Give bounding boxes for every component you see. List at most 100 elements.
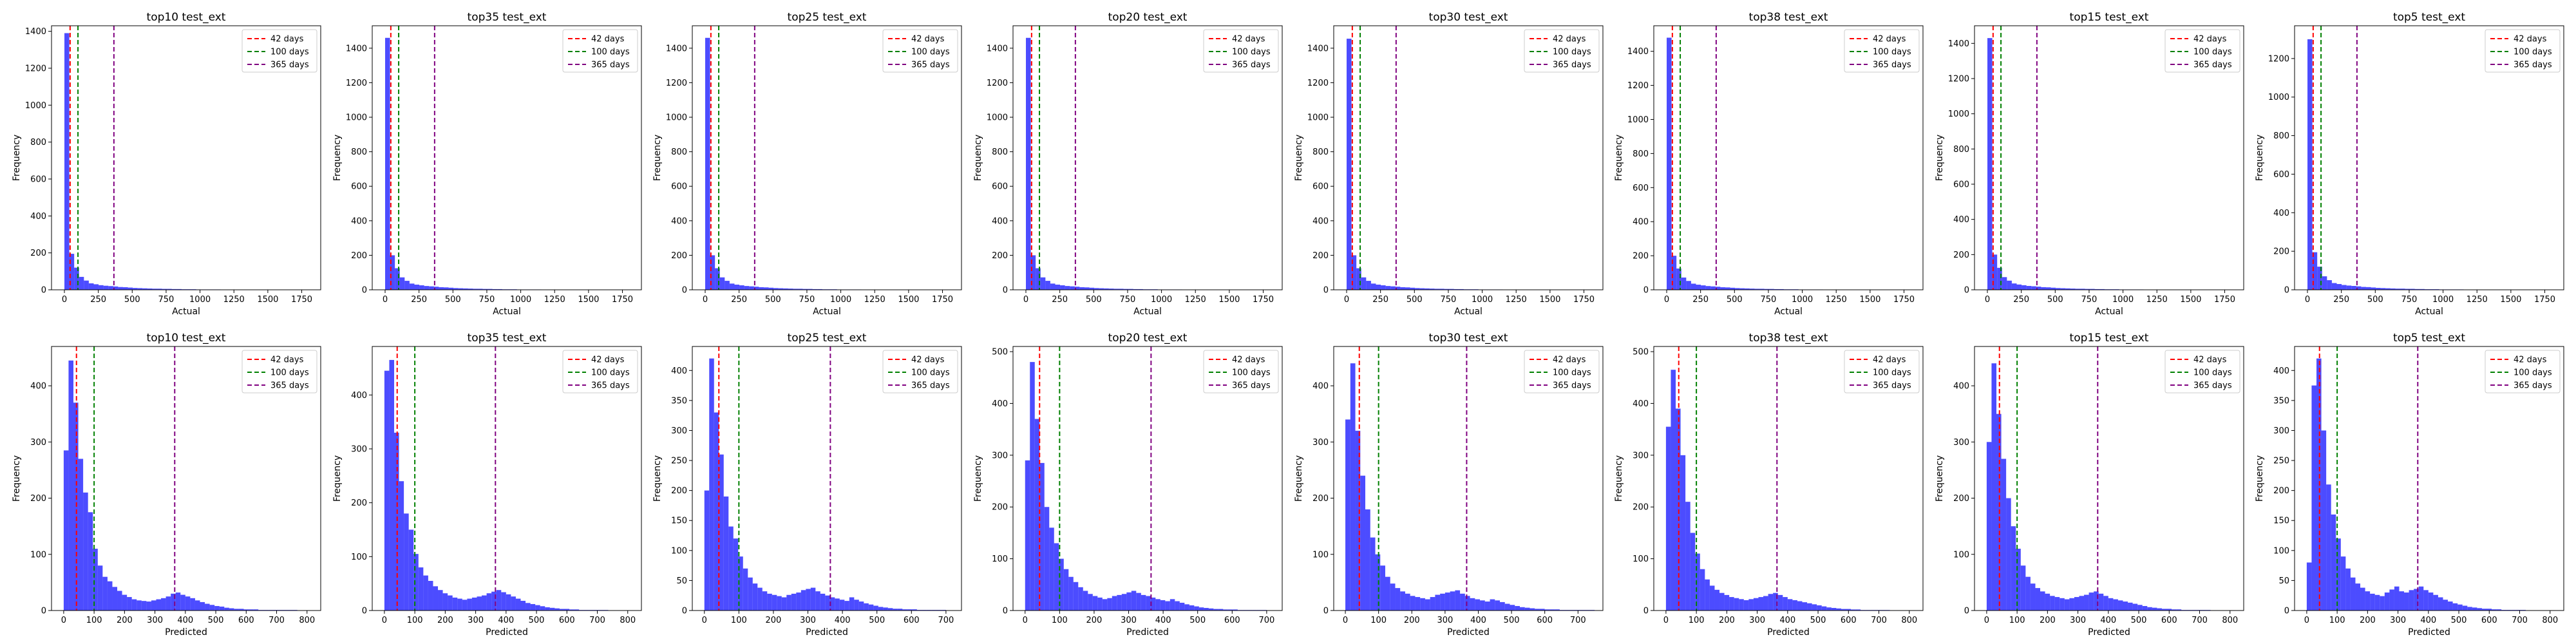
legend-label: 42 days [591,35,625,44]
histogram-bar [1758,597,1764,611]
x-tick-label: 750 [1761,295,1777,305]
y-tick-label: 300 [1312,438,1329,448]
legend-label: 42 days [591,355,625,365]
histogram-bar [2410,289,2415,290]
x-tick-label: 800 [2542,616,2558,625]
histogram-bar [2317,267,2322,290]
x-tick-label: 400 [835,616,851,625]
histogram-bar [2050,287,2056,290]
histogram-bar [1400,287,1405,290]
subplot-title: top30 test_ext [1429,11,1508,24]
x-tick-label: 200 [2040,616,2056,625]
histogram-bar [2477,608,2482,611]
histogram-bar [131,599,137,611]
histogram-bar [810,587,816,611]
histogram-bar [1434,289,1440,290]
y-tick-label: 200 [1953,251,1969,260]
y-tick-label: 0 [1964,607,1969,616]
x-tick-label: 0 [62,295,67,305]
axes-frame [372,25,642,290]
histogram-bar [2360,587,2365,611]
y-tick-label: 1400 [987,44,1008,53]
histogram-bar [438,590,443,611]
x-tick-label: 600 [2481,616,2497,625]
y-axis-label: Frequency [1294,135,1304,181]
histogram-bar [715,268,720,290]
y-tick-label: 400 [671,366,687,376]
y-tick-label: 200 [30,249,46,258]
x-tick-label: 1250 [544,295,565,305]
y-tick-label: 1400 [1627,47,1649,57]
subplot-title: top25 test_ext [788,332,867,345]
subplot-title: top10 test_ext [147,332,226,345]
histogram-bar [2423,590,2429,611]
histogram-bar [467,598,472,611]
histogram-bar [385,37,390,290]
histogram-bar [2345,568,2351,611]
histogram-bar [2075,289,2081,290]
histogram-bar [171,593,176,611]
subplot-title: top20 test_ext [1108,332,1188,345]
histogram-bar [1150,597,1156,611]
histogram-bar [2400,289,2405,290]
subplot-2: 0 250 500 750 1000 1250 1500 1750 0 200 400 600 800 1… [332,11,642,317]
subplot-13: 0 100 200 300 400 500 600 700 0 100 200 300 400 top30… [1294,332,1604,638]
histogram-bar [1779,289,1784,290]
histogram-bar [433,287,439,290]
histogram-bar [384,370,390,611]
axes-frame [1974,25,2244,290]
legend-label: 365 days [911,61,950,70]
histogram-bar [2011,526,2016,611]
histogram-bars [1665,370,1890,611]
histogram-bar [778,288,784,290]
subplot-title: top35 test_ext [468,332,547,345]
histogram-bar [448,287,454,290]
x-tick-label: 100 [2009,616,2025,625]
histogram-bars [384,359,609,611]
legend-label: 365 days [2193,61,2232,70]
x-tick-label: 1750 [2214,295,2235,305]
x-tick-label: 500 [1504,616,1520,625]
histogram-bar [1464,596,1470,611]
legend-label: 42 days [1232,35,1265,44]
histogram-bar [1987,38,1993,290]
subplot-title: top38 test_ext [1749,332,1828,345]
histogram-bar [2376,288,2381,290]
legend-label: 100 days [1873,368,1911,378]
y-tick-label: 800 [30,138,46,147]
histogram-bars [1347,39,1591,290]
y-tick-label: 0 [1323,286,1329,296]
y-tick-label: 100 [30,550,46,560]
x-tick-label: 800 [2222,616,2238,625]
x-tick-label: 1500 [578,295,599,305]
axes-frame [692,346,962,611]
histogram-bar [1165,601,1170,611]
y-tick-label: 1200 [1948,75,1969,84]
histogram-bar [1676,268,1681,290]
y-tick-label: 1200 [987,79,1008,88]
y-tick-label: 400 [351,216,367,226]
histogram-bar [1030,255,1036,290]
x-tick-label: 200 [2360,616,2376,625]
histogram-bar [128,287,133,290]
histogram-bar [1549,609,1555,611]
histogram-bar [2157,608,2162,611]
histogram-bar [1170,599,1175,611]
x-tick-label: 250 [90,295,106,305]
y-tick-label: 800 [671,147,687,157]
x-axis-label: Predicted [806,627,848,638]
histogram-bar [78,459,84,611]
x-axis-label: Actual [1133,307,1162,317]
x-tick-label: 100 [1052,616,1068,625]
histogram-bar [1370,283,1376,290]
histogram-bar [873,605,878,611]
y-tick-label: 400 [1312,216,1329,226]
histogram-bar [1088,594,1093,611]
x-tick-label: 1500 [2180,295,2201,305]
histogram-bar [1705,579,1710,611]
histogram-bar [1078,587,1083,611]
histogram-bar [2356,286,2362,290]
histogram-bar [1405,593,1410,611]
histogram-bar [399,277,405,290]
histogram-bar [137,288,143,290]
